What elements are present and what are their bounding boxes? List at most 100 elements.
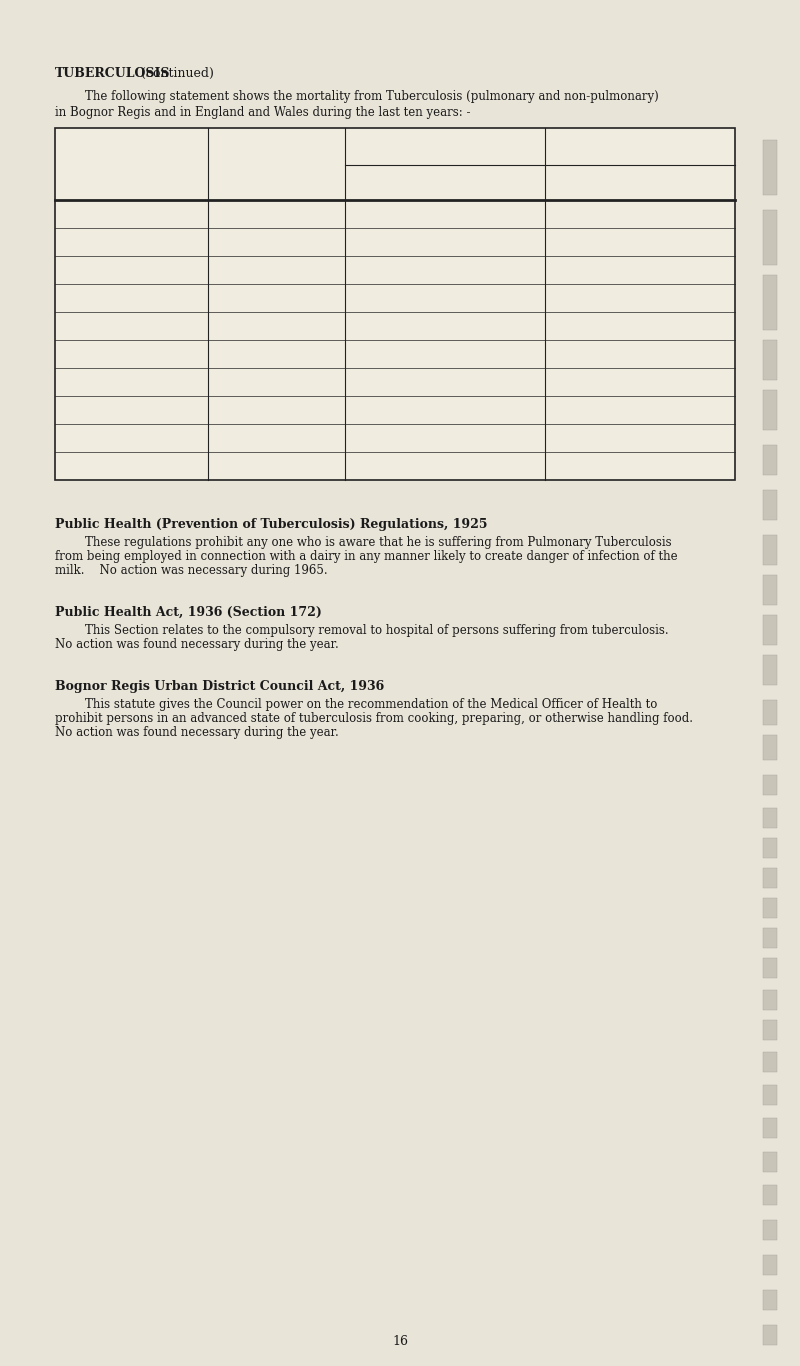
- Text: 0.09: 0.09: [626, 291, 654, 305]
- Text: England and Wales: England and Wales: [583, 176, 697, 189]
- Bar: [763, 990, 777, 1009]
- Bar: [763, 809, 777, 828]
- Text: 0.08: 0.08: [626, 320, 654, 332]
- Bar: [763, 1325, 777, 1346]
- Text: 4: 4: [273, 320, 281, 332]
- Bar: [763, 699, 777, 725]
- Bar: [763, 897, 777, 918]
- Bar: [763, 656, 777, 684]
- Text: 0.11: 0.11: [431, 376, 459, 388]
- Bar: [763, 340, 777, 380]
- Bar: [763, 837, 777, 858]
- Bar: [763, 1020, 777, 1040]
- Text: Bognor Regis: Bognor Regis: [405, 176, 486, 189]
- Bar: [763, 867, 777, 888]
- Bar: [763, 656, 777, 684]
- Bar: [763, 139, 777, 195]
- Text: The following statement shows the mortality from Tuberculosis (pulmonary and non: The following statement shows the mortal…: [55, 90, 658, 102]
- Text: 0.11: 0.11: [626, 235, 654, 249]
- Text: 3: 3: [273, 291, 281, 305]
- Text: milk.    No action was necessary during 1965.: milk. No action was necessary during 196…: [55, 564, 328, 576]
- Text: 0.12: 0.12: [626, 208, 654, 220]
- Text: These regulations prohibit any one who is aware that he is suffering from Pulmon: These regulations prohibit any one who i…: [55, 535, 672, 549]
- Text: 1964: 1964: [115, 432, 147, 444]
- Text: 1958: 1958: [116, 264, 147, 276]
- Bar: [763, 1184, 777, 1205]
- Text: 3: 3: [273, 347, 281, 361]
- Text: 1: 1: [273, 235, 281, 249]
- Bar: [763, 615, 777, 645]
- Bar: [763, 615, 777, 645]
- Bar: [763, 1020, 777, 1040]
- Bar: [763, 445, 777, 475]
- Text: No action was found necessary during the year.: No action was found necessary during the…: [55, 725, 338, 739]
- Bar: [763, 1052, 777, 1072]
- Text: 0.07: 0.07: [431, 432, 459, 444]
- Bar: [763, 1052, 777, 1072]
- Bar: [763, 958, 777, 978]
- Text: 3: 3: [273, 376, 281, 388]
- Text: 0.04: 0.04: [431, 403, 459, 417]
- Text: 0.11: 0.11: [431, 291, 459, 305]
- Text: 0.10: 0.10: [626, 264, 654, 276]
- Text: Public Health Act, 1936 (Section 172): Public Health Act, 1936 (Section 172): [55, 607, 322, 619]
- Bar: [763, 809, 777, 828]
- Text: 1963: 1963: [115, 403, 147, 417]
- Bar: [763, 391, 777, 430]
- Text: 0.04: 0.04: [431, 235, 459, 249]
- Bar: [763, 1220, 777, 1240]
- Text: in Bognor Regis and in England and Wales during the last ten years: -: in Bognor Regis and in England and Wales…: [55, 107, 470, 119]
- Bar: [763, 1117, 777, 1138]
- Bar: [763, 340, 777, 380]
- Text: 1957: 1957: [116, 235, 147, 249]
- Text: 0.11: 0.11: [431, 347, 459, 361]
- Text: 1960: 1960: [115, 320, 147, 332]
- Text: 1961: 1961: [115, 347, 147, 361]
- Text: Death Rate per 1, 000 of the population: Death Rate per 1, 000 of the population: [422, 139, 658, 153]
- Bar: [763, 735, 777, 759]
- Bar: [763, 275, 777, 331]
- Bar: [763, 490, 777, 520]
- Bar: [763, 445, 777, 475]
- Text: 0.05: 0.05: [626, 432, 654, 444]
- Bar: [763, 837, 777, 858]
- Text: 2: 2: [273, 432, 281, 444]
- Text: 0.06: 0.06: [626, 403, 654, 417]
- Bar: [763, 210, 777, 265]
- Bar: [763, 535, 777, 566]
- Text: 0.07: 0.07: [626, 376, 654, 388]
- Text: 3: 3: [273, 208, 281, 220]
- Bar: [763, 867, 777, 888]
- Bar: [763, 990, 777, 1009]
- Text: 2: 2: [273, 459, 281, 473]
- Text: 1965: 1965: [116, 459, 147, 473]
- Bar: [763, 535, 777, 566]
- Text: 0.15: 0.15: [431, 320, 459, 332]
- Text: 0.23: 0.23: [431, 264, 459, 276]
- Bar: [763, 1152, 777, 1172]
- Text: 0.05: 0.05: [626, 459, 654, 473]
- Text: Deaths: Deaths: [254, 157, 298, 171]
- Bar: [763, 575, 777, 605]
- Bar: [763, 1255, 777, 1274]
- Bar: [763, 1085, 777, 1105]
- Bar: [763, 1117, 777, 1138]
- Bar: [763, 958, 777, 978]
- Bar: [763, 1220, 777, 1240]
- Bar: [763, 391, 777, 430]
- Bar: [763, 490, 777, 520]
- Bar: [763, 897, 777, 918]
- Text: TUBERCULOSIS: TUBERCULOSIS: [55, 67, 170, 81]
- Text: This Section relates to the compulsory removal to hospital of persons suffering : This Section relates to the compulsory r…: [55, 624, 669, 637]
- Text: 0.07: 0.07: [626, 347, 654, 361]
- Text: Year: Year: [118, 157, 146, 171]
- Text: 0.12: 0.12: [431, 208, 459, 220]
- Text: from being employed in connection with a dairy in any manner likely to create da: from being employed in connection with a…: [55, 550, 678, 563]
- Text: Public Health (Prevention of Tuberculosis) Regulations, 1925: Public Health (Prevention of Tuberculosi…: [55, 518, 487, 531]
- Bar: [763, 775, 777, 795]
- Bar: [763, 775, 777, 795]
- Text: Bognor Regis Urban District Council Act, 1936: Bognor Regis Urban District Council Act,…: [55, 680, 384, 693]
- Text: prohibit persons in an advanced state of tuberculosis from cooking, preparing, o: prohibit persons in an advanced state of…: [55, 712, 693, 725]
- Text: (continued): (continued): [137, 67, 214, 81]
- Bar: [763, 1152, 777, 1172]
